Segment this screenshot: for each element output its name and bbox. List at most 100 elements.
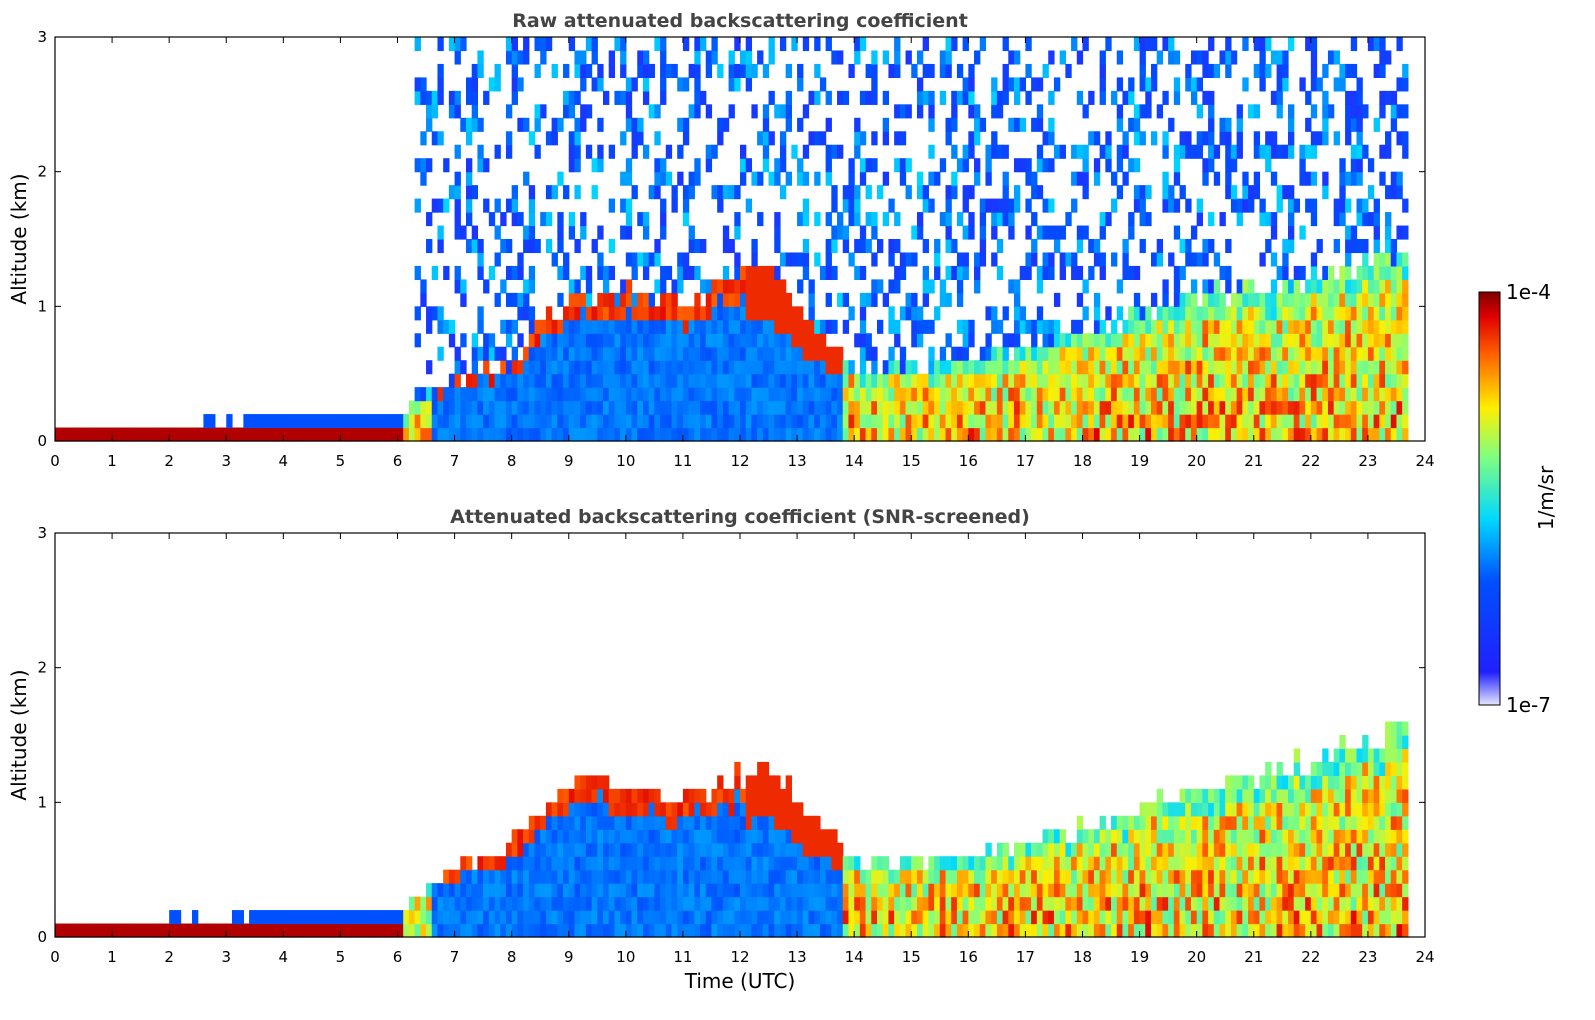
heatmap-cell — [1356, 883, 1363, 898]
heatmap-cell — [180, 923, 187, 938]
heatmap-cell — [289, 427, 296, 442]
heatmap-cell — [1367, 360, 1375, 375]
heatmap-cell — [797, 346, 804, 361]
heatmap-cell — [1151, 923, 1158, 938]
heatmap-cell — [694, 373, 701, 388]
heatmap-cell — [1225, 829, 1232, 844]
heatmap-cell — [1265, 306, 1272, 321]
heatmap-cell — [557, 923, 564, 938]
heatmap-cell — [928, 856, 935, 871]
heatmap-cell — [1031, 239, 1038, 254]
heatmap-cell — [591, 896, 598, 911]
heatmap-cell — [591, 427, 598, 442]
heatmap-cell — [934, 414, 941, 429]
heatmap-cell — [625, 360, 633, 375]
heatmap-cell — [1236, 788, 1243, 803]
heatmap-cell — [1116, 77, 1124, 92]
heatmap-cell — [819, 346, 827, 361]
heatmap-cell — [728, 239, 735, 254]
heatmap-cell — [448, 896, 456, 911]
heatmap-cell — [1270, 292, 1278, 307]
heatmap-cell — [1253, 37, 1261, 52]
heatmap-cell — [660, 90, 667, 105]
heatmap-cell — [859, 333, 867, 348]
heatmap-cell — [1390, 265, 1398, 280]
heatmap-cell — [585, 360, 593, 375]
heatmap-cell — [1265, 910, 1272, 925]
heatmap-cell — [740, 896, 747, 911]
heatmap-cell — [797, 910, 804, 925]
heatmap-cell — [1288, 292, 1295, 307]
heatmap-cell — [797, 427, 804, 442]
heatmap-cell — [660, 896, 667, 911]
heatmap-cell — [1025, 90, 1032, 105]
heatmap-cell — [1242, 829, 1249, 844]
heatmap-cell — [797, 252, 804, 267]
heatmap-cell — [563, 815, 570, 830]
heatmap-cell — [540, 923, 547, 938]
heatmap-cell — [1128, 829, 1135, 844]
heatmap-cell — [1282, 775, 1289, 790]
heatmap-cell — [774, 360, 781, 375]
heatmap-cell — [1282, 815, 1289, 830]
heatmap-cell — [768, 90, 775, 105]
heatmap-cell — [603, 265, 610, 280]
heatmap-cell — [648, 842, 655, 857]
heatmap-cell — [585, 63, 593, 78]
heatmap-cell — [985, 346, 992, 361]
heatmap-cell — [1402, 387, 1409, 402]
heatmap-cell — [671, 346, 678, 361]
heatmap-cell — [637, 414, 644, 429]
heatmap-cell — [1276, 414, 1283, 429]
heatmap-cell — [1310, 373, 1318, 388]
heatmap-cell — [557, 265, 564, 280]
heatmap-cell — [1390, 815, 1398, 830]
heatmap-cell — [637, 400, 644, 415]
heatmap-cell — [1350, 923, 1358, 938]
heatmap-cell — [1202, 292, 1209, 307]
heatmap-cell — [1116, 427, 1124, 442]
heatmap-cell — [431, 400, 439, 415]
heatmap-cell — [1248, 815, 1255, 830]
heatmap-cell — [1036, 400, 1044, 415]
heatmap-cell — [1088, 829, 1095, 844]
heatmap-cell — [157, 427, 165, 442]
heatmap-cell — [1196, 802, 1203, 817]
heatmap-cell — [414, 414, 421, 429]
heatmap-cell — [563, 90, 570, 105]
heatmap-cell — [528, 225, 536, 240]
heatmap-cell — [1305, 856, 1312, 871]
heatmap-cell — [1396, 761, 1403, 776]
heatmap-cell — [1185, 842, 1192, 857]
heatmap-cell — [317, 427, 324, 442]
heatmap-cell — [1396, 346, 1403, 361]
heatmap-cell — [603, 414, 610, 429]
heatmap-cell — [620, 171, 627, 186]
heatmap-cell — [1253, 360, 1261, 375]
heatmap-cell — [757, 292, 764, 307]
heatmap-cell — [922, 427, 929, 442]
heatmap-cell — [974, 279, 981, 294]
heatmap-cell — [1402, 896, 1409, 911]
heatmap-cell — [1042, 923, 1049, 938]
heatmap-cell — [1202, 373, 1209, 388]
heatmap-cell — [1265, 775, 1272, 790]
heatmap-cell — [471, 387, 479, 402]
heatmap-cell — [557, 829, 564, 844]
heatmap-cell — [1196, 131, 1203, 146]
heatmap-cell — [757, 815, 764, 830]
heatmap-cell — [1316, 883, 1323, 898]
heatmap-cell — [1293, 802, 1301, 817]
heatmap-cell — [1362, 761, 1369, 776]
heatmap-cell — [1185, 923, 1192, 938]
heatmap-cell — [1253, 144, 1261, 159]
heatmap-cell — [94, 923, 102, 938]
heatmap-cell — [1327, 306, 1335, 321]
heatmap-cell — [266, 414, 273, 429]
heatmap-cell — [397, 923, 404, 938]
heatmap-cell — [1179, 292, 1186, 307]
x-tick-label: 15 — [902, 452, 921, 470]
heatmap-cell — [620, 225, 627, 240]
heatmap-cell — [1379, 90, 1386, 105]
heatmap-cell — [1350, 346, 1358, 361]
